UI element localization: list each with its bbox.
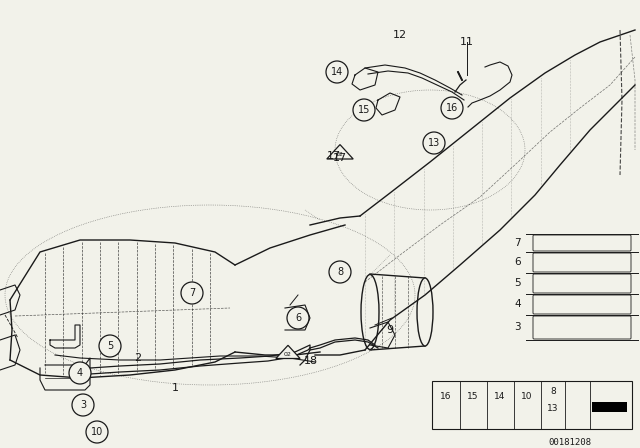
Text: 6: 6 — [515, 257, 521, 267]
Text: 5: 5 — [515, 278, 521, 288]
Text: 9: 9 — [387, 325, 394, 335]
Ellipse shape — [417, 278, 433, 346]
Bar — [432, 381, 632, 429]
Circle shape — [181, 282, 203, 304]
Text: 17: 17 — [333, 153, 347, 163]
Text: 12: 12 — [393, 30, 407, 40]
Circle shape — [441, 97, 463, 119]
Polygon shape — [327, 145, 353, 159]
Text: 3: 3 — [515, 322, 521, 332]
Text: 8: 8 — [550, 387, 556, 396]
Text: 6: 6 — [295, 313, 301, 323]
Text: 13: 13 — [428, 138, 440, 148]
Text: 14: 14 — [331, 67, 343, 77]
Circle shape — [423, 132, 445, 154]
Text: 3: 3 — [80, 400, 86, 410]
Text: 17: 17 — [327, 151, 341, 161]
Text: 11: 11 — [460, 37, 474, 47]
Text: 16: 16 — [446, 103, 458, 113]
Text: 10: 10 — [521, 392, 532, 401]
Text: 7: 7 — [515, 238, 521, 248]
Circle shape — [287, 307, 309, 329]
Polygon shape — [276, 345, 300, 358]
Bar — [592, 402, 627, 412]
Text: 00181208: 00181208 — [548, 438, 591, 447]
Text: 4: 4 — [77, 368, 83, 378]
Text: 13: 13 — [547, 404, 559, 413]
Text: 7: 7 — [189, 288, 195, 298]
Circle shape — [69, 362, 91, 384]
Circle shape — [99, 335, 121, 357]
Circle shape — [353, 99, 375, 121]
Text: 15: 15 — [358, 105, 370, 115]
Text: 5: 5 — [107, 341, 113, 351]
Text: 14: 14 — [494, 392, 506, 401]
Text: 18: 18 — [304, 356, 318, 366]
Text: 16: 16 — [440, 392, 452, 401]
Text: 2: 2 — [134, 353, 141, 363]
Circle shape — [72, 394, 94, 416]
Circle shape — [329, 261, 351, 283]
Text: 1: 1 — [172, 383, 179, 393]
Text: 02: 02 — [336, 151, 344, 156]
Circle shape — [326, 61, 348, 83]
Ellipse shape — [361, 275, 379, 349]
Text: 4: 4 — [515, 299, 521, 309]
Circle shape — [86, 421, 108, 443]
Text: 02: 02 — [284, 352, 292, 357]
Text: 15: 15 — [467, 392, 479, 401]
Text: 10: 10 — [91, 427, 103, 437]
Text: 8: 8 — [337, 267, 343, 277]
